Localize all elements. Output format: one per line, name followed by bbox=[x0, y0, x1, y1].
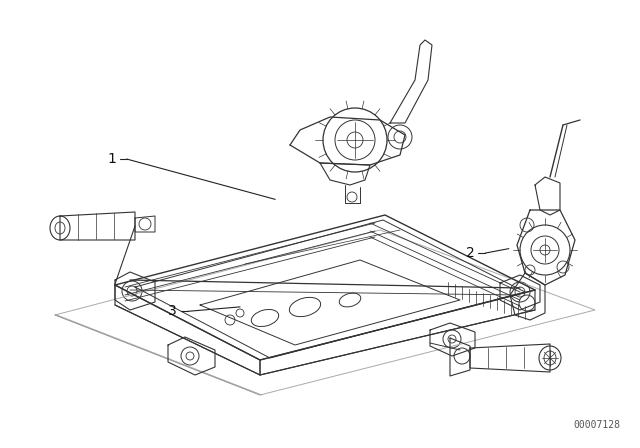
Text: 2: 2 bbox=[466, 246, 475, 260]
Text: 00007128: 00007128 bbox=[573, 420, 620, 430]
Text: 1: 1 bbox=[108, 152, 116, 166]
Text: 3: 3 bbox=[168, 304, 177, 319]
